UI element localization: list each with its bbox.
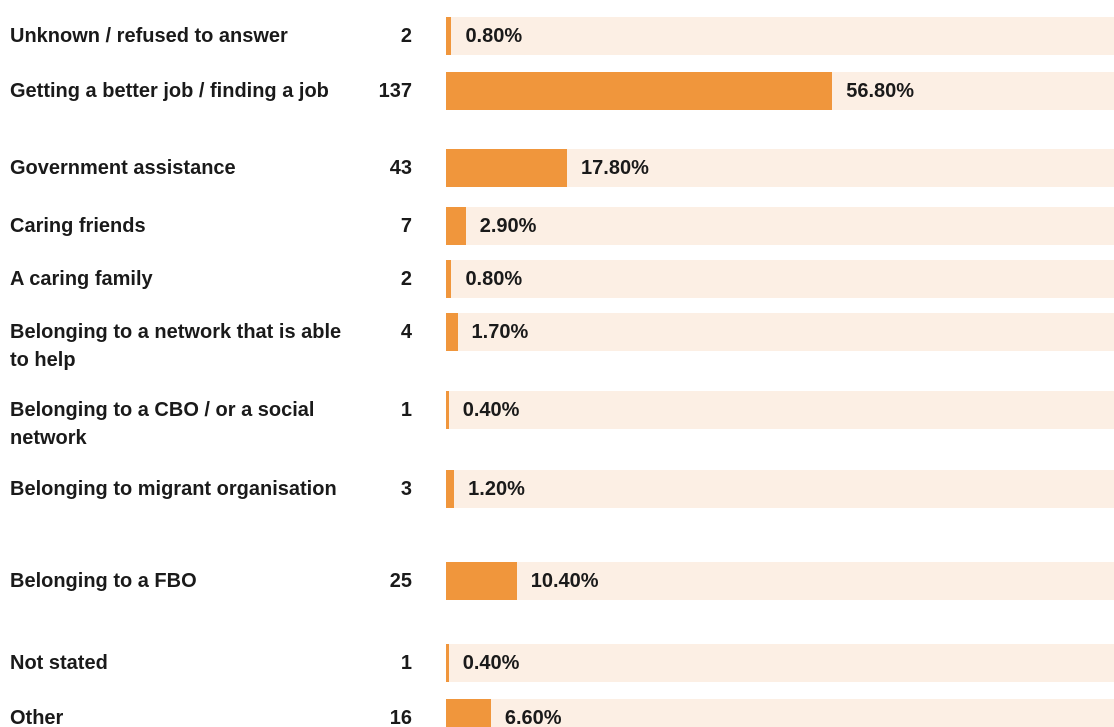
bar-track: [446, 391, 1114, 429]
bar-track: [446, 313, 1114, 351]
bar: [446, 470, 455, 508]
bar: [446, 207, 466, 245]
category-label: Belonging to migrant organisation: [10, 478, 337, 500]
bar-track: [446, 470, 1114, 508]
bar-track: [446, 644, 1114, 682]
value-label: 0.40%: [462, 652, 520, 674]
category-label: Government assistance: [10, 157, 236, 179]
category-label: Belonging to a network that is able to h…: [10, 321, 342, 371]
category-label: Belonging to a FBO: [10, 570, 197, 592]
count-label: 1: [400, 399, 412, 421]
bar: [446, 644, 449, 682]
category-label: Belonging to a CBO / or a social network: [10, 399, 315, 449]
count-label: 2: [400, 25, 412, 47]
value-label: 6.60%: [504, 707, 562, 727]
category-label: Not stated: [10, 652, 108, 674]
category-label: Other: [10, 707, 64, 727]
bar: [446, 313, 458, 351]
bar: [446, 699, 491, 727]
value-label: 0.40%: [462, 399, 520, 421]
category-label: A caring family: [10, 268, 153, 290]
value-label: 0.80%: [465, 25, 523, 47]
count-label: 16: [389, 707, 412, 727]
count-label: 4: [400, 321, 412, 343]
value-label: 0.80%: [465, 268, 523, 290]
value-label: 17.80%: [581, 157, 649, 179]
count-label: 2: [400, 268, 412, 290]
count-label: 43: [389, 157, 412, 179]
bar-track: [446, 699, 1114, 727]
value-label: 56.80%: [846, 80, 915, 102]
value-label: 1.20%: [468, 478, 525, 500]
count-label: 3: [400, 478, 412, 500]
value-label: 1.70%: [471, 321, 529, 343]
bar: [446, 391, 449, 429]
bar-track: [446, 260, 1114, 298]
count-label: 7: [400, 215, 412, 237]
bar: [446, 17, 452, 55]
category-label: Getting a better job / finding a job: [10, 80, 329, 102]
count-label: 1: [400, 652, 412, 674]
bar: [446, 562, 517, 600]
bar: [446, 260, 452, 298]
category-label: Caring friends: [10, 215, 146, 237]
value-label: 10.40%: [530, 570, 599, 592]
bar-track: [446, 562, 1114, 600]
bar-track: [446, 207, 1114, 245]
category-label: Unknown / refused to answer: [10, 25, 288, 47]
bar: [446, 149, 568, 187]
count-label: 137: [378, 80, 412, 102]
value-label: 2.90%: [479, 215, 537, 237]
bar-track: [446, 17, 1114, 55]
count-label: 25: [389, 570, 412, 592]
bar: [446, 72, 833, 110]
